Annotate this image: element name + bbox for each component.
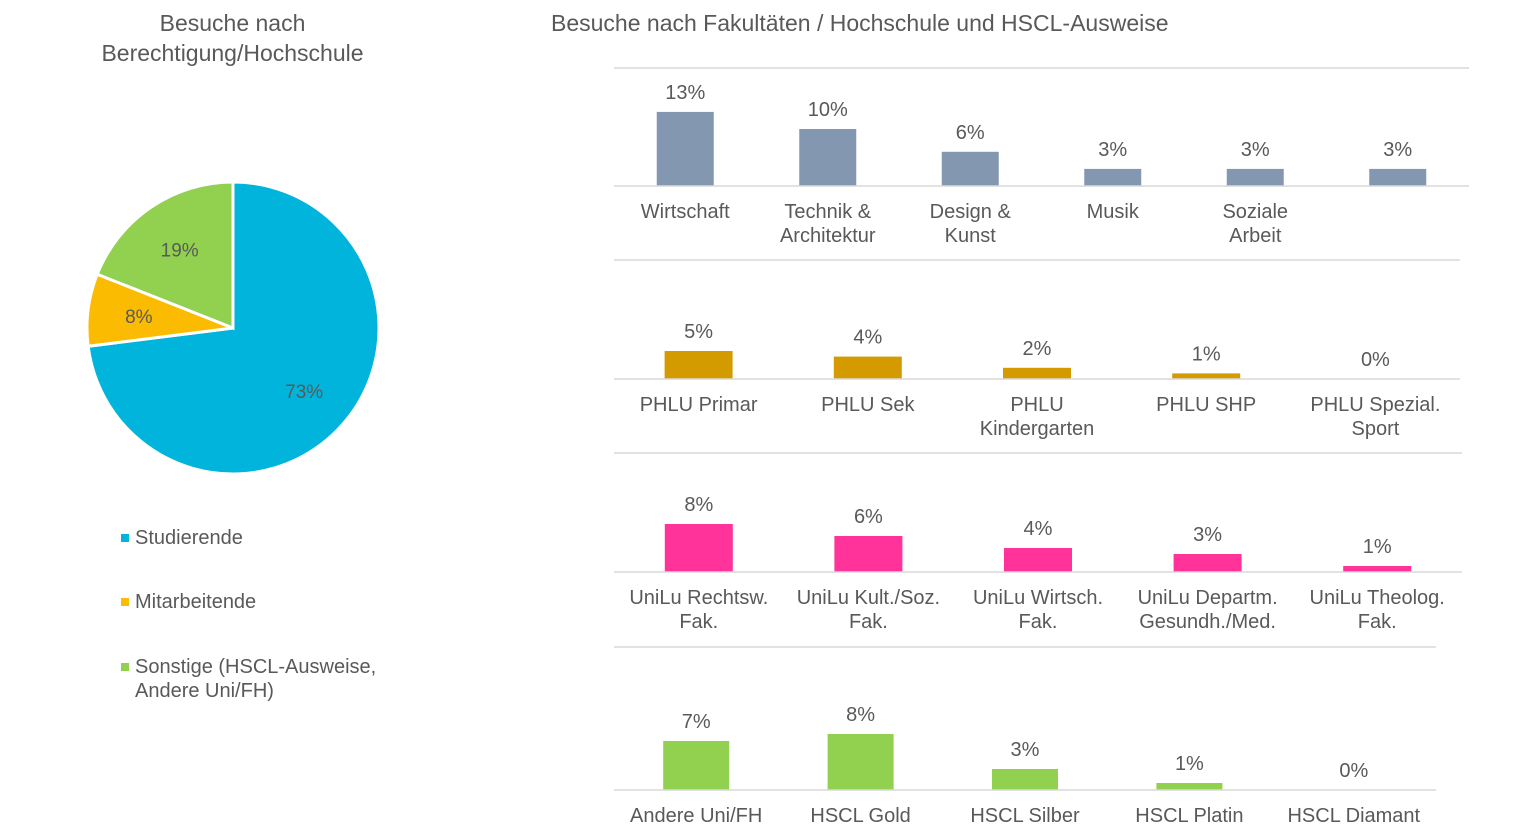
legend-swatch <box>121 598 129 606</box>
category-label: Soziale Arbeit <box>1222 201 1288 247</box>
bar-data-label: 2% <box>1023 338 1052 360</box>
pie-data-label: 19% <box>161 241 199 262</box>
bar <box>1084 168 1142 186</box>
bar-data-label: 4% <box>1024 518 1053 540</box>
bar <box>1004 548 1072 572</box>
bar-data-label: 1% <box>1363 536 1392 558</box>
bar <box>1369 168 1427 186</box>
category-label: PHLU Spezial. Sport <box>1310 394 1440 440</box>
bar <box>992 769 1058 790</box>
category-label: PHLU Primar <box>640 394 758 416</box>
bar-data-label: 1% <box>1192 343 1221 365</box>
bar <box>799 129 857 186</box>
category-label: Technik & Architektur <box>780 201 876 247</box>
bar-data-label: 4% <box>853 327 882 349</box>
category-label: Andere Uni/FH <box>630 805 762 827</box>
category-label: Design & Kunst <box>930 201 1012 247</box>
bar-chart-title: Besuche nach Fakultäten / Hochschule und… <box>551 10 1169 36</box>
category-label: PHLU Sek <box>821 394 915 416</box>
bar-data-label: 5% <box>684 321 713 343</box>
bar-data-label: 13% <box>665 82 705 104</box>
category-label: UniLu Theolog. Fak. <box>1310 587 1445 633</box>
bar-data-label: 3% <box>1011 739 1040 761</box>
category-label: HSCL Silber <box>970 805 1080 827</box>
bar-data-label: 1% <box>1175 753 1204 775</box>
bar <box>941 151 999 186</box>
bar-data-label: 3% <box>1193 524 1222 546</box>
pie-chart-title: Besuche nach Berechtigung/Hochschule <box>0 8 465 68</box>
bar <box>663 741 730 790</box>
category-label: PHLU SHP <box>1156 394 1256 416</box>
bar <box>833 356 902 379</box>
legend-label: Sonstige (HSCL-Ausweise, Andere Uni/FH) <box>135 656 377 702</box>
bar <box>1226 168 1284 186</box>
bar-data-label: 6% <box>956 122 985 144</box>
bar-data-label: 0% <box>1361 349 1390 371</box>
bar <box>664 351 733 379</box>
bar-data-label: 3% <box>1241 139 1270 161</box>
bar <box>1343 566 1412 572</box>
pie-slice-sonstige <box>95 180 235 331</box>
category-label: HSCL Gold <box>810 805 910 827</box>
legend-label: Mitarbeitende <box>135 591 257 613</box>
bar <box>1172 373 1241 379</box>
bar-data-label: 3% <box>1383 139 1412 161</box>
bar-charts: 13% Wirtschaft 10% Technik & Architektur 6% De… <box>614 67 1469 827</box>
category-label: UniLu Kult./Soz. Fak. <box>797 587 940 633</box>
category-label: UniLu Departm. Gesundh./Med. <box>1138 587 1278 633</box>
category-label: UniLu Wirtsch. Fak. <box>973 587 1103 633</box>
category-label: PHLU Kindergarten <box>980 394 1095 440</box>
bar-data-label: 6% <box>854 506 883 528</box>
bar-data-label: 8% <box>684 494 713 516</box>
legend-label: Studierende <box>135 527 243 549</box>
pie-title-text: Besuche nach Berechtigung/Hochschule <box>101 10 364 66</box>
bar <box>1156 783 1223 790</box>
category-label: HSCL Platin <box>1135 805 1243 827</box>
pie-data-label: 73% <box>285 382 323 403</box>
bar-data-label: 8% <box>846 704 875 726</box>
legend-swatch <box>121 534 129 542</box>
pie-data-label: 8% <box>125 307 153 328</box>
category-label: UniLu Rechtsw. Fak. <box>629 587 768 633</box>
bar <box>664 524 733 572</box>
bar-data-label: 10% <box>808 99 848 121</box>
bar <box>1003 367 1071 379</box>
bar-data-label: 0% <box>1339 760 1368 782</box>
bar <box>827 734 894 790</box>
bar-data-label: 7% <box>682 711 711 733</box>
bar <box>1173 554 1242 572</box>
bar <box>656 111 714 186</box>
legend-swatch <box>121 663 129 671</box>
category-label: Musik <box>1087 201 1140 223</box>
category-label: HSCL Diamant <box>1287 805 1420 827</box>
category-label: Wirtschaft <box>641 201 730 223</box>
bar <box>834 536 903 572</box>
pie-chart: 73% 8% 19% <box>85 180 381 476</box>
bar-data-label: 3% <box>1098 139 1127 161</box>
